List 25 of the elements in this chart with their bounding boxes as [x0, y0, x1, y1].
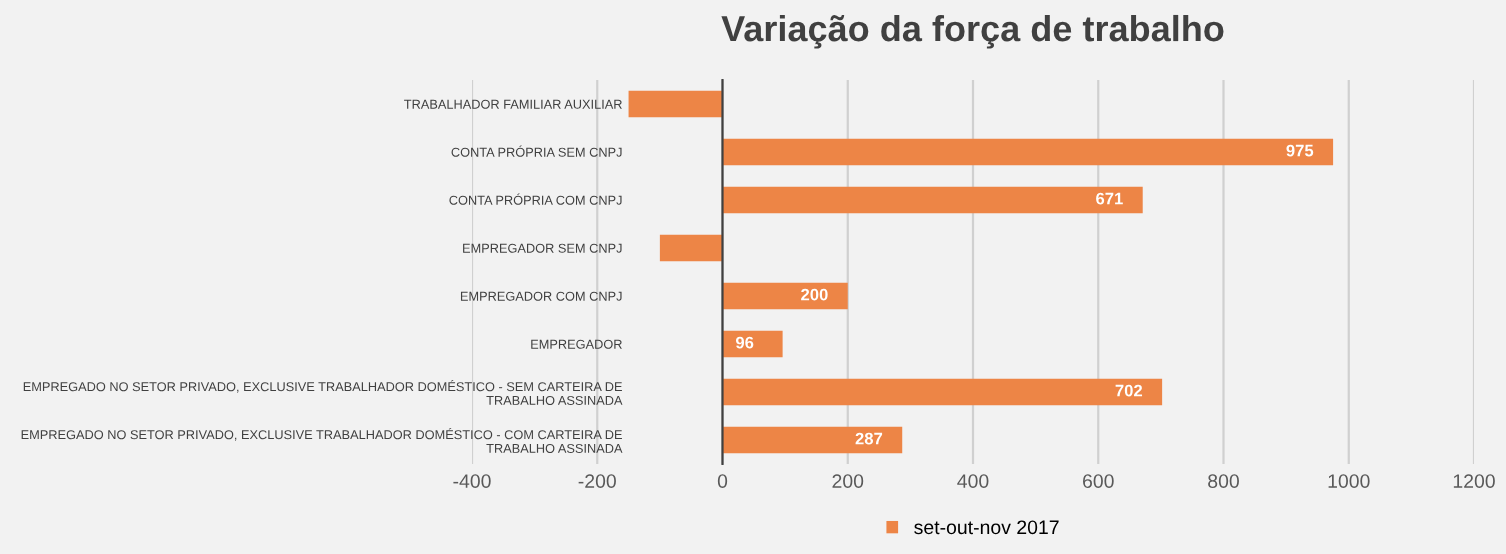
x-tick-label: 1200 — [1453, 474, 1495, 488]
data-label: 200 — [801, 288, 828, 301]
x-tick-label: -400 — [453, 474, 491, 488]
bar — [722, 282, 848, 310]
data-label: 671 — [1096, 192, 1123, 205]
data-label: 287 — [855, 432, 883, 445]
bar — [722, 186, 1143, 214]
data-label: 975 — [1286, 144, 1314, 157]
bar — [722, 330, 783, 358]
x-tick-label: 800 — [1208, 474, 1239, 488]
bar — [722, 426, 903, 454]
x-tick-label: 200 — [832, 474, 864, 488]
x-tick-label: -200 — [578, 474, 616, 488]
legend-label: set-out-nov 2017 — [914, 520, 1059, 535]
bar — [722, 138, 1334, 166]
x-tick-label: 600 — [1083, 474, 1114, 488]
bar — [628, 90, 723, 118]
data-label: 96 — [735, 336, 754, 349]
x-tick-label: 1000 — [1328, 474, 1370, 488]
bar — [659, 234, 723, 262]
x-tick-label: 0 — [717, 474, 728, 488]
bar — [722, 378, 1163, 406]
chart-title: Variação da força de trabalho — [721, 14, 1224, 49]
x-tick-label: 400 — [957, 474, 989, 488]
data-label: 702 — [1115, 384, 1143, 397]
